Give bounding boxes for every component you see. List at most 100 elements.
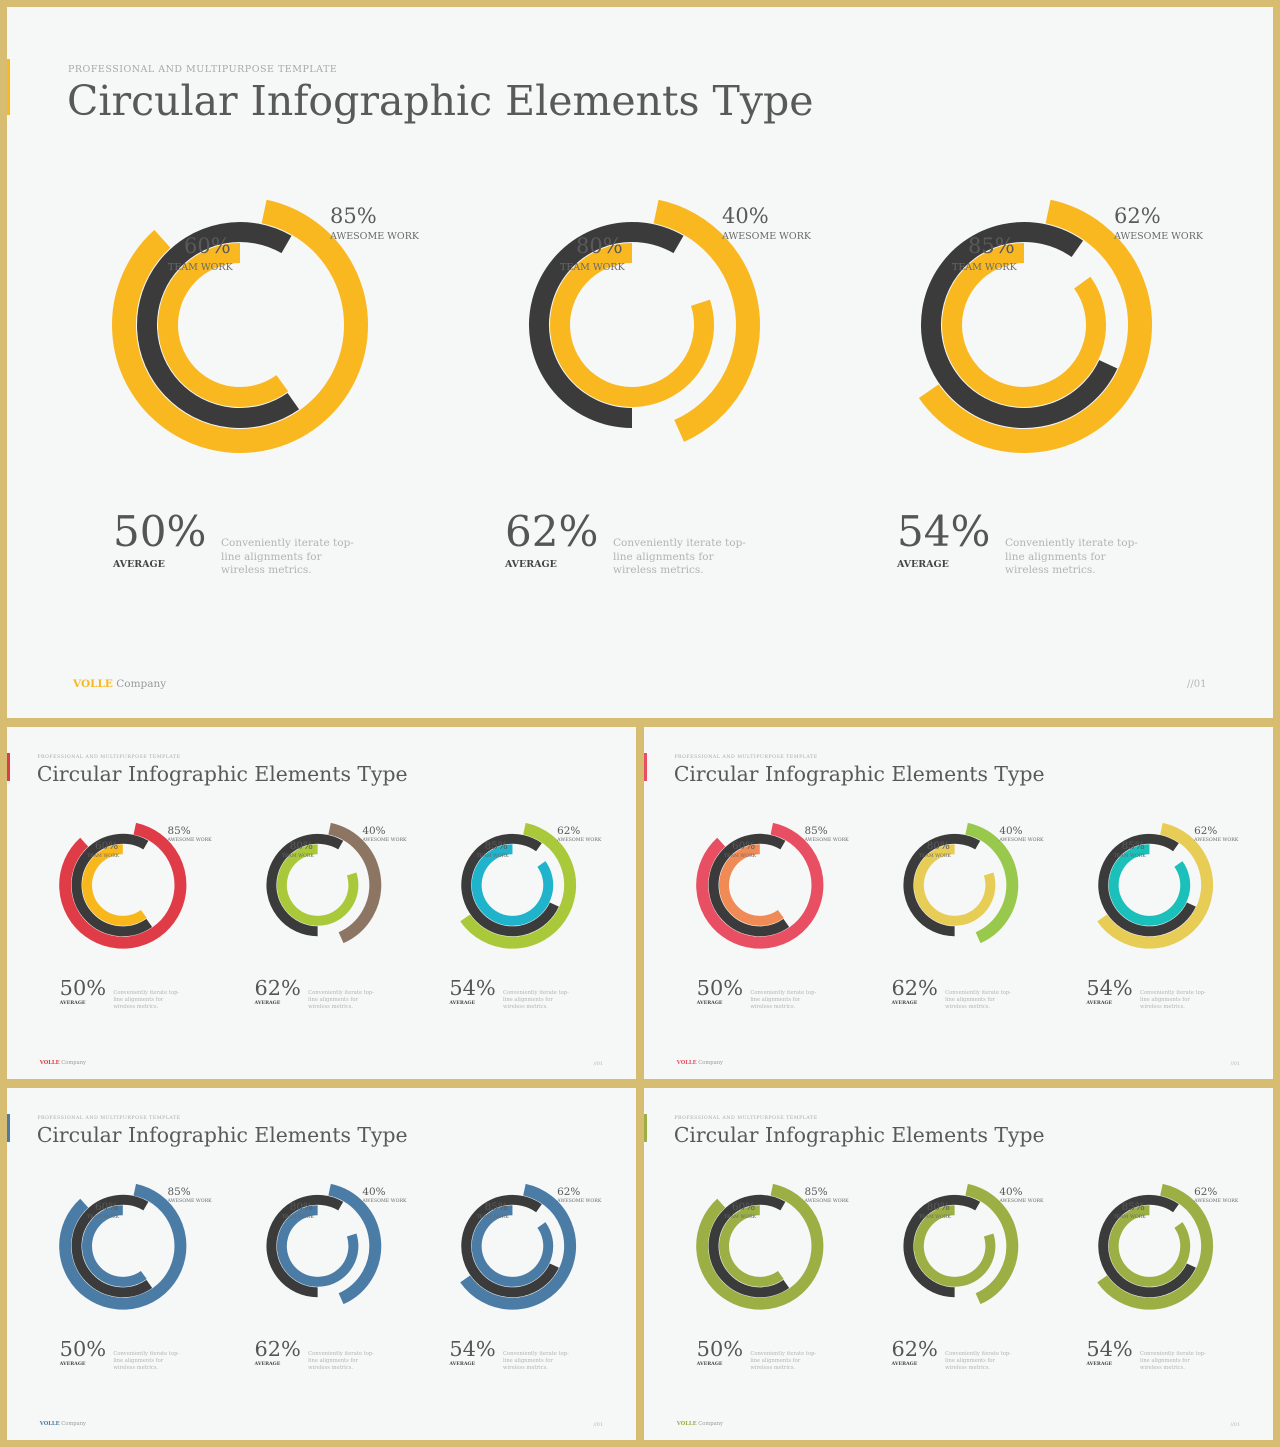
chart-1-average-value: 50% (59, 975, 107, 1000)
chart-2-inner-value: 80% (926, 1200, 950, 1213)
chart-3-outer-arc (918, 199, 1152, 453)
slide-title: Circular Infographic Elements Type (67, 77, 814, 125)
chart-2-middle-arc (266, 833, 344, 937)
chart-3-outer-label: AWESOME WORK (1114, 231, 1203, 242)
chart-3-description: Conveniently iterate top-line alignments… (1140, 990, 1206, 1010)
accent-bar (7, 1113, 10, 1142)
chart-3-inner-arc (471, 1205, 554, 1287)
slide-1: PROFESSIONAL AND MULTIPURPOSE TEMPLATE Ci… (7, 7, 1273, 718)
chart-2-inner-label: TEAM WORK (918, 853, 951, 859)
chart-1-description: Conveniently iterate top-line alignments… (113, 1351, 180, 1371)
brand-suffix: Company (698, 1060, 723, 1067)
chart-3-outer-value: 62% (1114, 204, 1161, 228)
chart-2-middle-arc (266, 1194, 344, 1298)
chart-2-average-label: AVERAGE (505, 559, 557, 570)
chart-3-average-label: AVERAGE (1086, 1362, 1113, 1368)
chart-1-inner-label: TEAM WORK (724, 1214, 757, 1220)
chart-1-outer-label: AWESOME WORK (167, 838, 212, 844)
chart-2-outer-arc (653, 199, 760, 442)
chart-3-outer-value: 62% (1194, 824, 1218, 837)
chart-1-description: Conveniently iterate top-line alignments… (113, 990, 180, 1010)
chart-2-average-label: AVERAGE (254, 1001, 281, 1007)
chart-3-average-value: 54% (1086, 1336, 1133, 1361)
chart-1-outer-value: 85% (804, 824, 828, 837)
chart-1-outer-value: 85% (804, 1185, 828, 1198)
chart-1-average-value: 50% (696, 1336, 744, 1361)
chart-2-outer-value: 40% (999, 824, 1023, 837)
chart-3-middle-arc (461, 1194, 559, 1298)
chart-3-inner-label: TEAM WORK (952, 262, 1017, 273)
chart-1-inner-arc (82, 844, 147, 926)
chart-2-average-value: 62% (254, 975, 301, 1000)
chart-1-inner-label: TEAM WORK (87, 853, 120, 859)
chart-2-inner-value: 80% (576, 234, 623, 258)
chart-1-middle-arc (708, 1194, 790, 1298)
chart-3-inner-value: 85% (1121, 1200, 1145, 1213)
chart-2-inner-arc (550, 243, 714, 407)
chart-3-middle-arc (1098, 833, 1196, 937)
chart-1-middle-arc (708, 833, 790, 937)
chart-2-inner-arc (913, 844, 996, 926)
chart-1-inner-value: 60% (94, 839, 119, 852)
chart-2-middle-arc (529, 222, 684, 428)
page-number: //01 (1187, 679, 1207, 690)
brand-name: VOLLE (39, 1421, 60, 1428)
slide-kicker: PROFESSIONAL AND MULTIPURPOSE TEMPLATE (37, 1116, 181, 1122)
accent-bar (644, 752, 647, 781)
chart-2-inner-value: 80% (289, 1200, 313, 1213)
brand-name: VOLLE (73, 678, 113, 690)
brand-suffix: Company (61, 1421, 86, 1428)
chart-1-inner-arc (158, 243, 289, 407)
chart-1-outer-label: AWESOME WORK (804, 838, 849, 844)
chart-2-description: Conveniently iterate top-line alignments… (613, 537, 746, 577)
chart-3-middle-arc (461, 833, 559, 937)
slide-kicker: PROFESSIONAL AND MULTIPURPOSE TEMPLATE (68, 64, 338, 75)
chart-3-inner-value: 85% (484, 1200, 508, 1213)
chart-2-outer-arc (328, 822, 382, 944)
page-number: //01 (593, 1421, 604, 1428)
chart-2-middle-arc (903, 833, 981, 937)
chart-3-middle-arc (921, 222, 1118, 428)
chart-1-outer-label: AWESOME WORK (330, 231, 419, 242)
chart-1-outer-label: AWESOME WORK (167, 1199, 212, 1205)
chart-2-outer-label: AWESOME WORK (999, 1199, 1044, 1205)
chart-3-description: Conveniently iterate top-line alignments… (503, 1351, 569, 1371)
chart-3-outer-arc (1097, 822, 1214, 949)
chart-1-outer-arc (59, 822, 187, 949)
chart-3-middle-arc (1098, 1194, 1196, 1298)
chart-3-average-label: AVERAGE (1086, 1001, 1113, 1007)
chart-1-average-label: AVERAGE (59, 1001, 86, 1007)
chart-2-outer-arc (965, 822, 1019, 944)
chart-3-inner-arc (942, 243, 1106, 407)
chart-2-inner-arc (276, 1205, 359, 1287)
radial-charts (59, 1183, 577, 1310)
chart-3-average-value: 54% (897, 507, 991, 556)
chart-2-outer-value: 40% (722, 204, 769, 228)
radial-charts (59, 822, 577, 949)
chart-1-outer-arc (696, 822, 824, 949)
chart-1-inner-arc (719, 844, 784, 926)
chart-2-inner-arc (913, 1205, 996, 1287)
slide-title: Circular Infographic Elements Type (36, 1122, 408, 1147)
radial-charts (696, 822, 1214, 949)
chart-1-average-label: AVERAGE (696, 1001, 723, 1007)
chart-2-description: Conveniently iterate top-line alignments… (308, 1351, 375, 1371)
chart-3-outer-arc (460, 1183, 577, 1310)
chart-1-outer-arc (112, 199, 368, 453)
chart-1-outer-value: 85% (167, 824, 191, 837)
chart-3-inner-label: TEAM WORK (476, 853, 509, 859)
chart-1-average-value: 50% (113, 507, 207, 556)
chart-2-inner-label: TEAM WORK (281, 853, 314, 859)
chart-3-description: Conveniently iterate top-line alignments… (503, 990, 569, 1010)
slide-kicker: PROFESSIONAL AND MULTIPURPOSE TEMPLATE (37, 755, 181, 761)
chart-2-outer-value: 40% (362, 1185, 386, 1198)
chart-1-outer-value: 85% (167, 1185, 191, 1198)
chart-1-description: Conveniently iterate top-line alignments… (750, 1351, 817, 1371)
chart-3-inner-arc (471, 844, 554, 926)
chart-3-inner-label: TEAM WORK (476, 1214, 509, 1220)
chart-2-inner-label: TEAM WORK (281, 1214, 314, 1220)
chart-2-inner-arc (276, 844, 359, 926)
chart-3-inner-label: TEAM WORK (1113, 1214, 1146, 1220)
chart-1-description: Conveniently iterate top-line alignments… (750, 990, 817, 1010)
chart-2-outer-label: AWESOME WORK (722, 231, 811, 242)
